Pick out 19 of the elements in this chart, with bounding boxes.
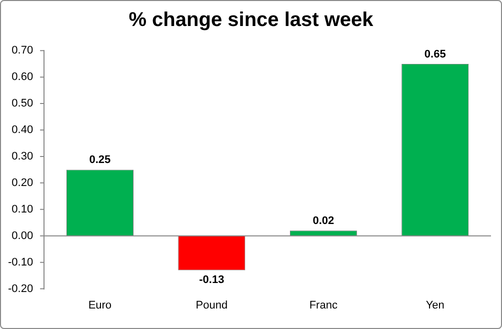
y-tick-label: 0.00	[12, 230, 34, 242]
x-tick-label: Euro	[88, 299, 112, 312]
x-tick-label: Pound	[196, 299, 228, 312]
data-label: 0.25	[89, 154, 111, 166]
x-tick-label: Franc	[309, 299, 338, 312]
y-tick-label: 0.30	[12, 150, 34, 162]
data-label: 0.02	[312, 215, 334, 228]
y-tick-label: -0.20	[8, 282, 34, 295]
y-tick-label: 0.10	[12, 203, 34, 216]
y-tick-label: 0.70	[12, 44, 34, 57]
y-tick-label: 0.50	[12, 98, 34, 110]
y-tick-label: -0.10	[8, 256, 34, 268]
chart-title: % change since last week	[128, 9, 374, 32]
data-label: 0.65	[424, 48, 446, 60]
y-tick-label: 0.20	[12, 176, 34, 189]
y-tick-label: 0.60	[12, 71, 34, 84]
data-label: -0.13	[199, 274, 224, 286]
y-tick-label: 0.40	[12, 124, 34, 136]
x-tick-label: Yen	[426, 299, 444, 312]
